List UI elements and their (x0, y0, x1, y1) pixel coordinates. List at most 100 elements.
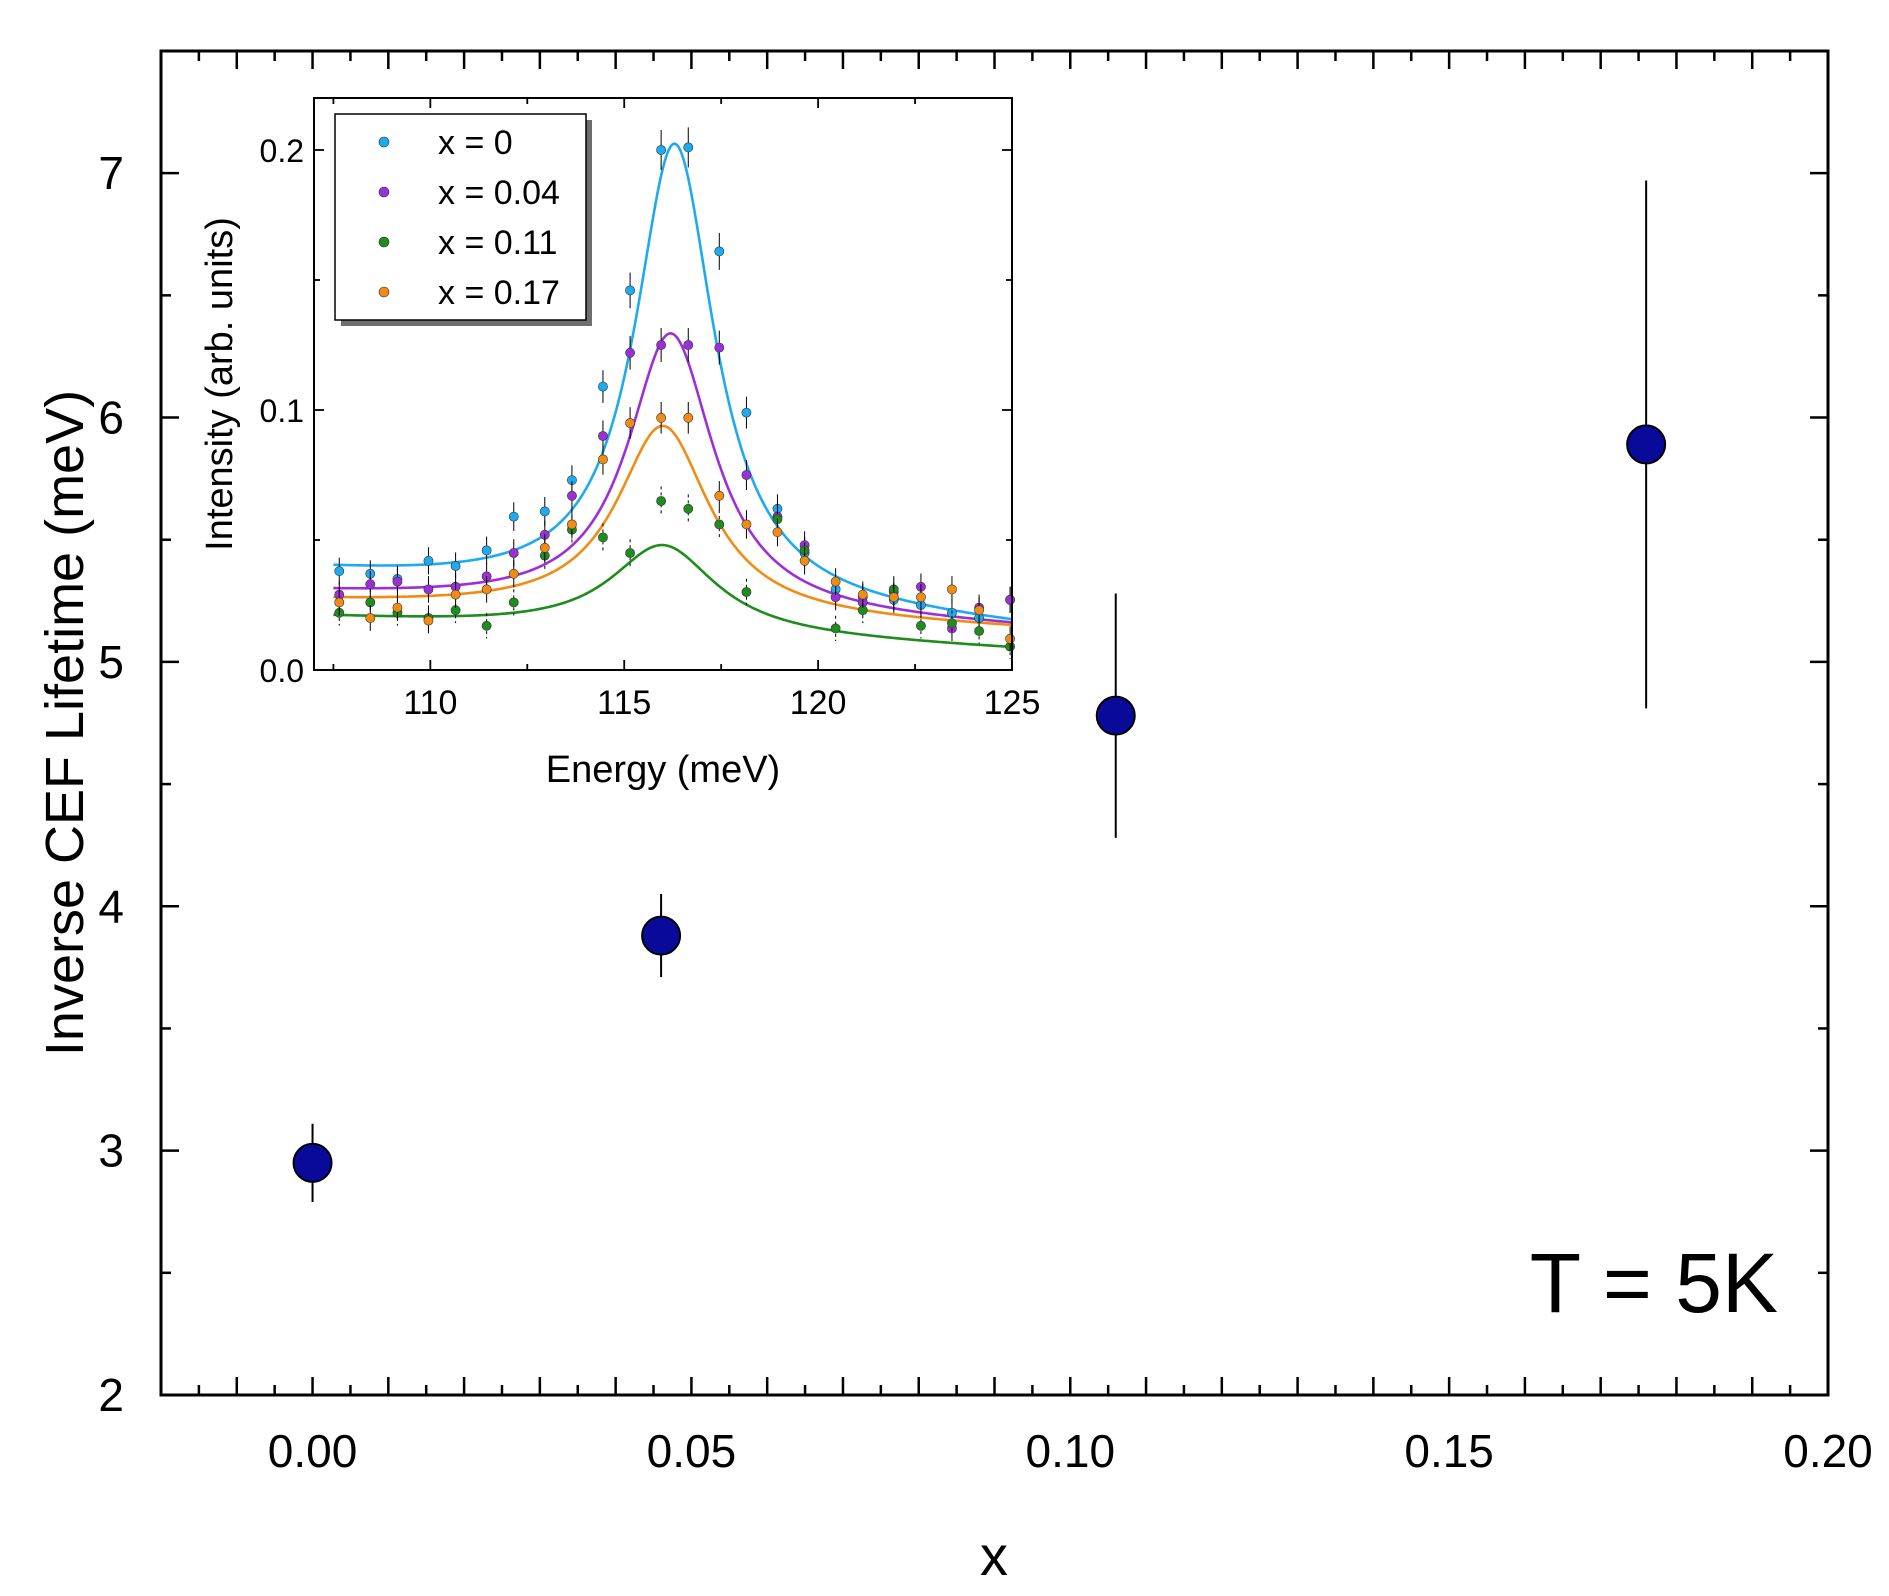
main-x-axis-title: x (980, 1524, 1008, 1587)
legend-marker (378, 236, 390, 248)
main-y-tick-label: 5 (98, 636, 124, 688)
main-x-tick-label: 0.20 (1783, 1425, 1873, 1477)
inset-marker (539, 506, 550, 517)
inset-marker (857, 589, 868, 600)
main-x-tick-label: 0.10 (1026, 1425, 1116, 1477)
legend-label: x = 0.11 (438, 224, 557, 262)
legend-marker (378, 186, 390, 198)
inset-marker (598, 381, 608, 392)
main-y-tick-label: 6 (98, 392, 124, 444)
main-y-axis-title: Inverse CEF Lifetime (meV) (35, 390, 95, 1056)
main-y-tick-label: 4 (98, 880, 124, 932)
main-data-point (1626, 180, 1667, 709)
inset-series (334, 401, 1016, 652)
inset-marker (947, 618, 957, 629)
legend-entry: x = 0.11 (378, 224, 557, 262)
inset-marker (656, 412, 667, 423)
inset-y-tick-label: 0.2 (260, 133, 304, 169)
main-data-point (1095, 593, 1136, 838)
inset-x-tick-label: 125 (984, 684, 1041, 722)
main-y-tick-label: 3 (98, 1125, 124, 1177)
inset-fit-curve (333, 424, 1013, 627)
inset-marker (625, 548, 635, 558)
legend-entry: x = 0 (378, 124, 513, 162)
legend-label: x = 0 (438, 124, 513, 162)
main-x-tick-label: 0.15 (1404, 1425, 1494, 1477)
inset-marker (772, 527, 783, 538)
inset-marker (423, 584, 434, 595)
main-marker (1095, 695, 1136, 736)
inset-fit-curves (333, 142, 1013, 649)
inset-marker (508, 568, 519, 579)
inset-x-tick-label: 115 (597, 684, 651, 722)
inset-marker (365, 613, 376, 623)
inset-y-tick-label: 0.1 (260, 393, 304, 429)
inset-data-points (334, 127, 1016, 659)
inset-marker (365, 579, 376, 590)
inset-x-tick-labels: 110 115 120 125 (403, 684, 1040, 722)
inset-marker (625, 418, 635, 428)
inset-marker (830, 623, 841, 634)
inset-marker (974, 626, 984, 636)
inset-marker (916, 592, 926, 603)
legend-label: x = 0.04 (438, 174, 560, 212)
inset-marker (481, 545, 492, 556)
legend-marker (378, 286, 390, 298)
main-marker (641, 915, 682, 956)
legend-marker (378, 136, 390, 148)
inset-marker (683, 503, 694, 514)
legend: x = 0 x = 0.04 x = 0.11 x = 0.17 (378, 124, 560, 312)
inset-marker (481, 584, 492, 595)
inset-marker (916, 620, 926, 631)
inset-marker (974, 605, 984, 616)
inset-marker (683, 412, 694, 423)
inset-marker (625, 347, 635, 358)
inset-marker (450, 561, 461, 571)
main-marker (1626, 424, 1667, 465)
inset-fit-curve (333, 142, 1013, 621)
legend-entry: x = 0.17 (378, 274, 560, 312)
legend-box (334, 113, 587, 321)
inset-marker (392, 602, 403, 613)
inset-marker (656, 340, 667, 350)
inset-marker (423, 555, 434, 566)
inset-marker (656, 496, 667, 506)
inset-x-axis-title: Energy (meV) (546, 749, 780, 791)
inset-marker (334, 597, 345, 608)
inset-x-tick-label: 120 (790, 684, 847, 722)
inset-marker (625, 285, 635, 296)
inset-marker (799, 555, 810, 566)
main-data-point (641, 894, 682, 978)
inset-fit-curve (333, 543, 1013, 649)
inset-marker (508, 548, 519, 558)
inset-marker (598, 532, 608, 543)
inset-y-axis-title: Intensity (arb. units) (199, 217, 241, 551)
inset-marker (683, 142, 694, 153)
inset-marker (830, 576, 841, 587)
inset-marker (598, 431, 608, 441)
main-y-tick-labels: 2 3 4 5 6 7 (98, 147, 124, 1421)
inset-marker (450, 589, 461, 600)
inset-marker (741, 407, 752, 418)
inset-fit-curve (333, 332, 1013, 624)
temperature-annotation: T = 5K (1530, 1236, 1778, 1330)
main-data-point (292, 1123, 333, 1202)
inset-marker (567, 519, 577, 530)
inset-marker (334, 566, 345, 577)
main-marker (292, 1142, 333, 1183)
main-x-tick-label: 0.00 (268, 1425, 358, 1477)
inset-marker (1005, 594, 1016, 605)
inset-marker (683, 340, 694, 350)
legend-entry: x = 0.04 (378, 174, 560, 212)
inset-marker (888, 592, 899, 603)
inset-marker (508, 597, 519, 608)
inset-marker (714, 490, 725, 501)
inset-marker (741, 519, 752, 530)
inset-marker (656, 145, 667, 155)
inset-marker (714, 519, 725, 530)
main-x-tick-labels: 0.00 0.05 0.10 0.15 0.20 (268, 1425, 1873, 1477)
inset-marker (741, 587, 752, 597)
inset-marker (741, 470, 752, 480)
inset-y-tick-label: 0.0 (260, 653, 304, 689)
